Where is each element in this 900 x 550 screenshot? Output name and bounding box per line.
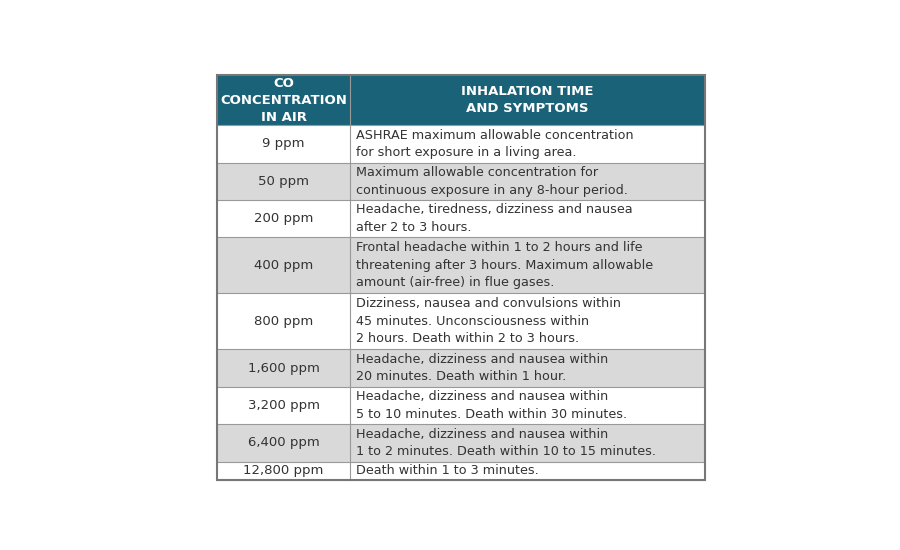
Text: Headache, tiredness, dizziness and nausea
after 2 to 3 hours.: Headache, tiredness, dizziness and nause… bbox=[356, 204, 633, 234]
Bar bbox=[217, 461, 350, 480]
Bar bbox=[217, 125, 350, 163]
Bar bbox=[350, 349, 706, 387]
Bar bbox=[217, 163, 350, 200]
Bar bbox=[350, 461, 706, 480]
Text: 50 ppm: 50 ppm bbox=[258, 175, 309, 188]
Bar bbox=[217, 424, 350, 461]
Text: Headache, dizziness and nausea within
5 to 10 minutes. Death within 30 minutes.: Headache, dizziness and nausea within 5 … bbox=[356, 390, 627, 421]
Text: 800 ppm: 800 ppm bbox=[254, 315, 313, 328]
Text: 6,400 ppm: 6,400 ppm bbox=[248, 436, 320, 449]
Bar bbox=[350, 200, 706, 238]
Bar bbox=[217, 349, 350, 387]
Text: 400 ppm: 400 ppm bbox=[254, 259, 313, 272]
Text: 1,600 ppm: 1,600 ppm bbox=[248, 362, 320, 375]
Text: Headache, dizziness and nausea within
1 to 2 minutes. Death within 10 to 15 minu: Headache, dizziness and nausea within 1 … bbox=[356, 428, 656, 458]
Bar bbox=[350, 294, 706, 349]
Text: Maximum allowable concentration for
continuous exposure in any 8-hour period.: Maximum allowable concentration for cont… bbox=[356, 166, 628, 196]
Text: INHALATION TIME
AND SYMPTOMS: INHALATION TIME AND SYMPTOMS bbox=[462, 85, 594, 116]
Text: Frontal headache within 1 to 2 hours and life
threatening after 3 hours. Maximum: Frontal headache within 1 to 2 hours and… bbox=[356, 241, 653, 289]
Bar bbox=[217, 387, 350, 424]
Bar bbox=[217, 200, 350, 238]
Text: Death within 1 to 3 minutes.: Death within 1 to 3 minutes. bbox=[356, 464, 539, 477]
Text: 9 ppm: 9 ppm bbox=[262, 138, 305, 151]
Bar bbox=[350, 424, 706, 461]
Text: CO
CONCENTRATION
IN AIR: CO CONCENTRATION IN AIR bbox=[220, 77, 347, 124]
Text: ASHRAE maximum allowable concentration
for short exposure in a living area.: ASHRAE maximum allowable concentration f… bbox=[356, 129, 634, 159]
Bar bbox=[217, 238, 350, 294]
Text: 3,200 ppm: 3,200 ppm bbox=[248, 399, 320, 412]
Bar bbox=[350, 387, 706, 424]
Bar bbox=[350, 163, 706, 200]
Bar bbox=[217, 75, 350, 125]
Bar bbox=[217, 75, 706, 480]
Text: Headache, dizziness and nausea within
20 minutes. Death within 1 hour.: Headache, dizziness and nausea within 20… bbox=[356, 353, 608, 383]
Text: Dizziness, nausea and convulsions within
45 minutes. Unconsciousness within
2 ho: Dizziness, nausea and convulsions within… bbox=[356, 298, 621, 345]
Bar bbox=[217, 294, 350, 349]
Bar bbox=[350, 125, 706, 163]
Text: 200 ppm: 200 ppm bbox=[254, 212, 313, 225]
Text: 12,800 ppm: 12,800 ppm bbox=[243, 464, 324, 477]
Bar bbox=[350, 75, 706, 125]
Bar bbox=[350, 238, 706, 294]
